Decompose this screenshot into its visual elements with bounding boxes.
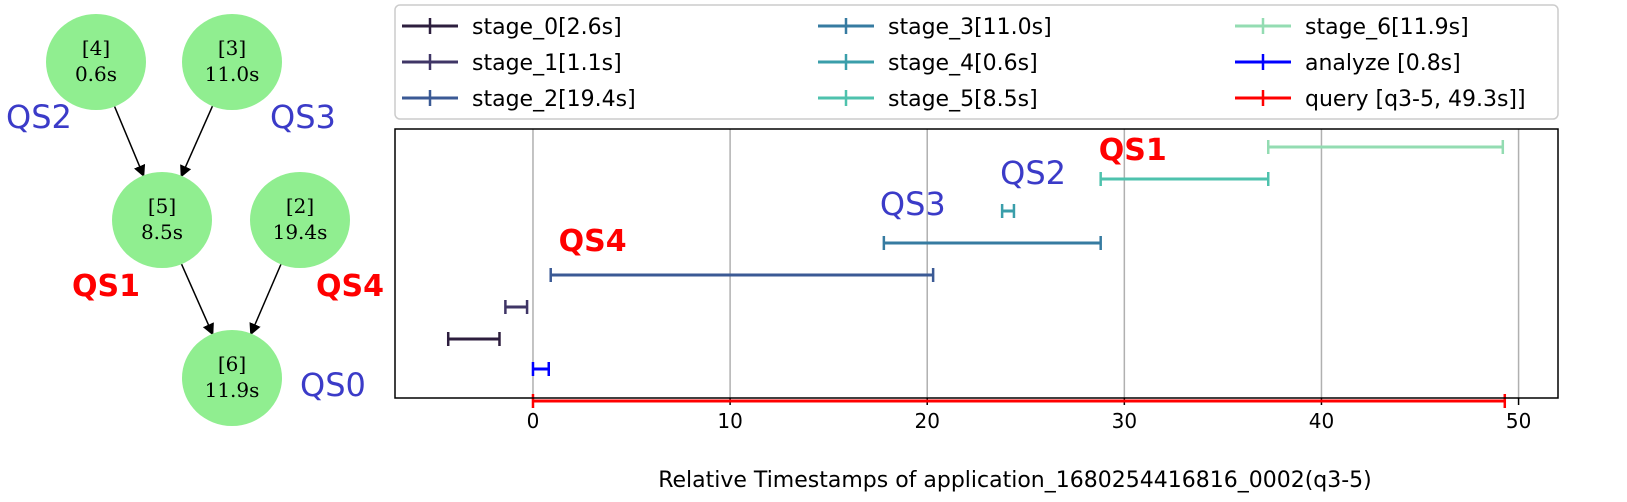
timeline-plot: 0 10 20 30 40 50 QS1 QS2 QS3 QS4	[394, 128, 1559, 433]
x-tick-label: 0	[527, 409, 540, 433]
dag-node-shape	[250, 172, 350, 268]
dag-node-6: [6]11.9s	[182, 330, 282, 426]
interval-bar-1	[504, 300, 529, 314]
interval-bar-4	[1000, 204, 1016, 218]
legend-entry-7: analyze [0.8s]	[1235, 51, 1461, 76]
interval-bar-7	[531, 362, 551, 376]
dag-node-shape	[46, 14, 146, 110]
legend-entry-3: stage_3[11.0s]	[818, 15, 1052, 40]
annotation-qs2: QS2	[1000, 154, 1066, 192]
dag-edge-2-6	[249, 264, 282, 336]
legend-entry-2: stage_2[19.4s]	[402, 87, 636, 112]
stage-dag-diagram: [4]0.6s [3]11.0s [5]8.5s [2]19.4s [6]11.9s QS…	[6, 14, 384, 426]
legend-label: stage_4[0.6s]	[888, 51, 1038, 76]
dag-node-duration: 11.0s	[205, 62, 260, 86]
dag-qs-label-qs4: QS4	[316, 269, 384, 304]
dag-node-shape	[182, 330, 282, 426]
x-tick-label: 40	[1309, 409, 1334, 433]
legend-entry-8: query [q3-5, 49.3s]]	[1235, 87, 1526, 112]
x-tick-label: 50	[1506, 409, 1531, 433]
legend-label: stage_5[8.5s]	[888, 87, 1038, 112]
dag-node-label: [3]	[218, 36, 246, 60]
interval-bar-6	[1266, 140, 1505, 154]
dag-qs-label-qs2: QS2	[6, 98, 72, 136]
dag-qs-label-qs3: QS3	[270, 98, 336, 136]
annotation-qs3: QS3	[880, 185, 946, 223]
legend-label: query [q3-5, 49.3s]]	[1305, 87, 1526, 112]
x-tick-label: 10	[717, 409, 742, 433]
legend-frame	[394, 4, 1559, 120]
dag-qs-label-qs1: QS1	[72, 269, 140, 304]
legend-entry-1: stage_1[1.1s]	[402, 51, 622, 76]
interval-bar-8	[531, 394, 1507, 408]
x-axis-label: Relative Timestamps of application_16802…	[658, 468, 1372, 493]
dag-node-duration: 0.6s	[75, 62, 117, 86]
legend-label: stage_2[19.4s]	[472, 87, 636, 112]
annotation-qs1: QS1	[1099, 133, 1167, 168]
x-tick-label: 20	[914, 409, 939, 433]
legend-label: analyze [0.8s]	[1305, 51, 1461, 76]
dag-node-duration: 19.4s	[273, 220, 328, 244]
dag-qs-label-qs0: QS0	[300, 366, 366, 404]
dag-node-label: [6]	[218, 352, 246, 376]
dag-node-label: [2]	[286, 194, 314, 218]
dag-edge-4-5	[113, 106, 146, 178]
interval-bar-3	[882, 236, 1102, 250]
dag-node-duration: 8.5s	[141, 220, 183, 244]
interval-bar-5	[1099, 172, 1270, 186]
interval-bar-2	[549, 268, 935, 282]
plot-frame	[394, 128, 1559, 399]
dag-node-duration: 11.9s	[205, 378, 260, 402]
dag-node-3: [3]11.0s	[182, 14, 282, 110]
legend-entry-4: stage_4[0.6s]	[818, 51, 1038, 76]
dag-node-label: [5]	[148, 194, 176, 218]
legend-label: stage_1[1.1s]	[472, 51, 622, 76]
dag-node-2: [2]19.4s	[250, 172, 350, 268]
legend-entry-6: stage_6[11.9s]	[1235, 15, 1469, 40]
dag-edge-3-5	[180, 105, 214, 178]
chart-legend: stage_0[2.6s] stage_1[1.1s] stage_2[19.4s]…	[394, 4, 1559, 120]
legend-entry-0: stage_0[2.6s]	[402, 15, 622, 40]
legend-label: stage_6[11.9s]	[1305, 15, 1469, 40]
legend-entry-5: stage_5[8.5s]	[818, 87, 1038, 112]
dag-node-shape	[182, 14, 282, 110]
dag-node-shape	[112, 172, 212, 268]
dag-node-label: [4]	[82, 36, 110, 60]
interval-bar-0	[446, 332, 501, 346]
dag-edge-5-6	[180, 263, 214, 336]
annotation-qs4: QS4	[559, 224, 627, 259]
x-tick-label: 30	[1112, 409, 1137, 433]
dag-node-5: [5]8.5s	[112, 172, 212, 268]
legend-label: stage_3[11.0s]	[888, 15, 1052, 40]
legend-label: stage_0[2.6s]	[472, 15, 622, 40]
dag-node-4: [4]0.6s	[46, 14, 146, 110]
